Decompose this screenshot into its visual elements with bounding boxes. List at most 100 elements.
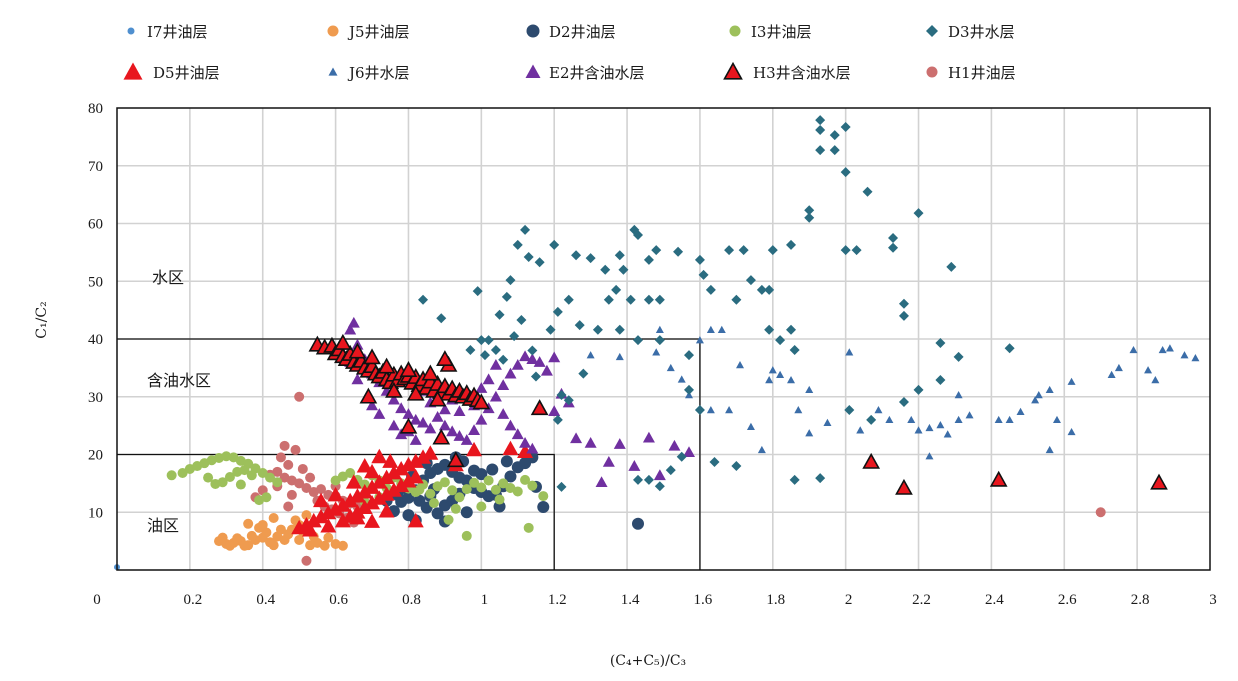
series-5-point [371,490,388,505]
series-4-point [673,246,684,257]
series-6-point [845,348,854,356]
series-6-point [776,370,785,379]
series-3-point [490,484,501,495]
series-4-point [738,245,749,256]
series-9-point [301,555,312,566]
series-6-point [765,376,774,384]
series-4-point [643,474,654,485]
series-7-point [402,408,415,419]
series-7-point [438,419,451,431]
series-6-point [768,366,777,374]
series-4-point [614,324,625,335]
series-9-point [279,440,290,451]
series-3-point [454,492,465,503]
series-4-point [898,396,909,407]
series-6-point [1067,427,1076,436]
legend-marker [123,62,143,80]
series-6-point [856,426,865,434]
series-4-point [472,286,483,297]
series-4-point [578,368,589,379]
chart-legend: I7井油层 J5井油层 D2井油层 I3井油层 D3井水层 D5井油层 J6井水层 E2井含油… [123,23,1016,82]
series-5-point [364,463,381,479]
series-4-point [498,354,509,365]
series-7-point [431,410,444,422]
y-tick-label: 50 [88,274,103,290]
series-5-point [415,449,432,464]
series-4-point [745,275,756,286]
series-4-point [530,371,541,382]
series-4-point [767,245,778,256]
series-4-points [418,115,1015,492]
series-4-point [563,294,574,305]
series-7-point [409,434,422,445]
series-4-point [913,208,924,219]
series-6-point [725,406,734,414]
series-5-point [356,499,373,515]
zone-label-water: 水区 [152,268,184,287]
series-4-point [614,250,625,261]
series-6-point [1031,396,1040,404]
series-5-point [356,484,373,499]
series-4-point [632,335,643,346]
series-5-point [356,458,373,473]
series-9-point [283,459,294,470]
series-7-point [584,436,597,448]
series-4-point [654,294,665,305]
series-4-point [549,239,560,250]
series-1-point [275,524,286,535]
series-3-point [476,482,487,493]
legend-marker [525,64,541,78]
series-4-point [786,324,797,335]
series-6-point [695,336,704,344]
series-6-point [1158,345,1167,354]
series-3-point [330,475,341,486]
series-6-point [914,426,923,434]
legend-item-7: E2井含油水层 [525,64,645,82]
series-6-point [925,423,934,432]
series-6-point [936,421,945,429]
legend-item-2: D2井油层 [526,23,616,41]
series-6-point [907,415,916,424]
series-2-point [460,506,473,519]
series-6-point [706,406,715,414]
series-7-point [417,416,430,428]
series-5-point [364,495,381,510]
x-tick-label: 1.4 [621,592,640,608]
legend-item-5: D5井油层 [123,62,220,82]
x-axis-title: (C₄+C₅)/C₃ [610,653,686,669]
series-7-point [475,382,488,393]
y-axis-title: C₁/C₂ [34,301,50,338]
legend-label: E2井含油水层 [549,64,645,82]
series-7-point [497,408,510,419]
series-7-point [453,405,466,416]
series-5-point [342,492,359,508]
series-6-point [1165,344,1174,352]
series-4-point [552,414,563,425]
series-7-point [628,460,641,471]
series-6-point [1045,385,1054,394]
series-7-point [504,367,517,379]
series-8-point [399,361,418,377]
series-8-point [530,399,549,416]
x-tick-label: 0.6 [329,592,348,608]
series-7-point [482,373,495,385]
series-7-point [453,430,466,441]
series-1-point [294,534,305,545]
legend-label: J6井水层 [347,64,410,82]
series-3-point [512,486,523,497]
series-7-point [395,402,408,414]
series-6-point [1034,391,1043,399]
series-5-point [327,486,344,502]
legend-item-8: H3井含油水层 [723,61,851,82]
series-6-point [736,360,745,369]
series-7-point [526,442,539,454]
series-6-point [677,375,686,383]
series-3-point [523,522,534,533]
series-8-point [862,452,881,469]
series-9-point [1095,507,1106,518]
series-4-point [724,245,735,256]
series-3-point [461,484,472,495]
series-3-point [210,478,221,489]
series-5-point [378,486,395,501]
series-4-point [898,310,909,321]
